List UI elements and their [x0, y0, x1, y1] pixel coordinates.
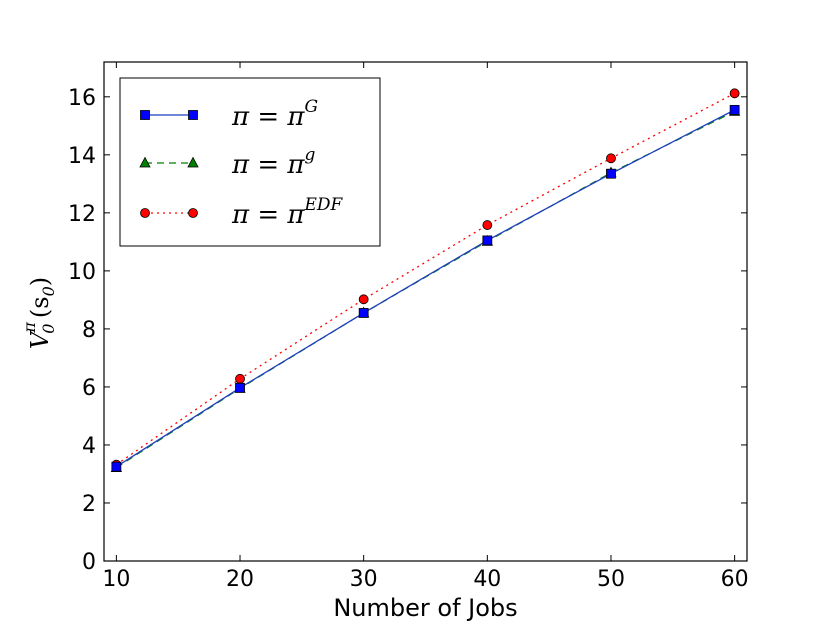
series-G — [111, 104, 740, 472]
data-point — [358, 294, 369, 305]
y-tick-label: 6 — [82, 376, 96, 401]
legend-label: π = πG — [231, 97, 318, 132]
y-label-sup: π — [20, 322, 39, 334]
y-axis-label: V0π(s0) — [20, 277, 58, 349]
y-tick-label: 10 — [68, 260, 96, 285]
x-tick-label: 10 — [102, 567, 130, 592]
data-point — [358, 308, 369, 318]
series-layer — [110, 88, 741, 472]
legend-label: π = πEDF — [231, 195, 344, 230]
ticks-layer: 10 20 30 40 50 60 0 2 4 6 8 10 12 14 16 — [68, 62, 749, 592]
x-tick-label: 40 — [473, 567, 501, 592]
y-tick-label: 8 — [82, 318, 96, 343]
y-tick-label: 0 — [82, 550, 96, 575]
plot-frame — [103, 61, 748, 562]
data-point — [235, 373, 245, 384]
y-tick-label: 4 — [82, 434, 96, 459]
series-line — [116, 109, 735, 468]
legend-marker — [188, 110, 198, 120]
x-tick-label: 50 — [597, 567, 625, 592]
data-point — [482, 220, 493, 230]
legend-items: π = πG π = πg π = πEDF — [139, 97, 344, 230]
data-point — [235, 382, 245, 393]
legend-marker — [139, 156, 151, 168]
legend-item: π = πG — [140, 97, 318, 132]
legend-label: π = πg — [231, 145, 316, 180]
legend: π = πG π = πg π = πEDF — [119, 77, 381, 247]
svg-text:V0π(s0): V0π(s0) — [20, 277, 58, 349]
legend-box — [119, 77, 381, 247]
y-label-base: V — [26, 329, 54, 349]
x-tick-label: 20 — [226, 567, 254, 592]
data-point — [729, 88, 740, 99]
legend-item: π = πEDF — [140, 195, 344, 230]
data-point — [111, 461, 122, 472]
data-point — [729, 104, 740, 115]
y-label-args: (s — [26, 296, 54, 318]
y-tick-label: 14 — [68, 144, 96, 169]
x-axis-label: Number of Jobs — [333, 594, 517, 622]
data-point — [482, 235, 493, 246]
y-tick-label: 12 — [68, 202, 96, 227]
legend-marker — [140, 110, 150, 120]
y-label-args-close: ) — [26, 277, 54, 286]
y-label-sub: 0 — [39, 324, 58, 334]
legend-marker — [187, 156, 199, 168]
x-tick-label: 60 — [721, 567, 749, 592]
data-point — [606, 153, 616, 164]
y-label-args-sub: 0 — [39, 286, 58, 296]
x-tick-label: 30 — [350, 567, 378, 592]
legend-marker — [188, 208, 198, 218]
legend-item: π = πg — [139, 145, 316, 180]
data-point — [606, 168, 616, 179]
y-tick-label: 2 — [82, 492, 96, 517]
legend-marker — [140, 208, 150, 218]
y-tick-label: 16 — [68, 86, 96, 111]
